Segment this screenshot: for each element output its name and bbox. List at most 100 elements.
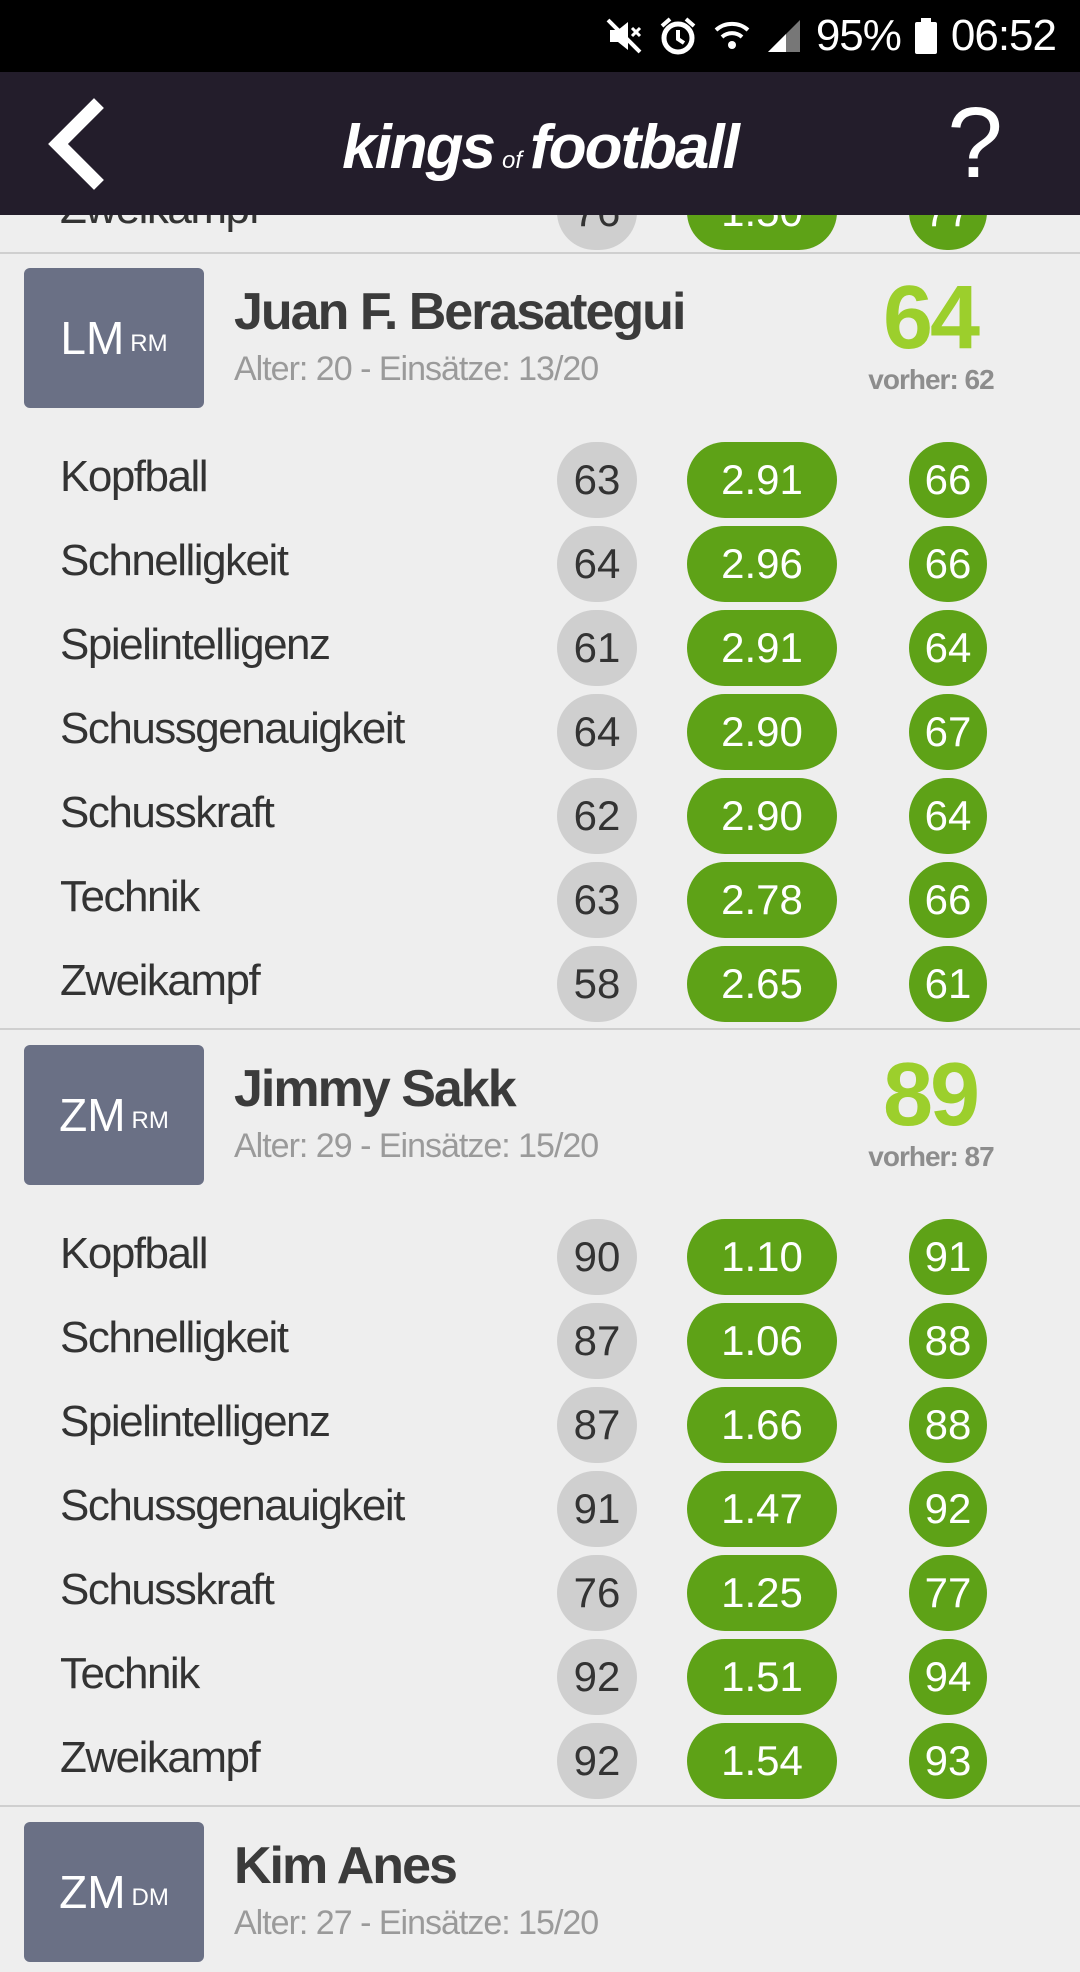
stat-delta-value: 2.78 bbox=[687, 862, 837, 938]
stat-current-value: 92 bbox=[557, 1639, 637, 1715]
stat-delta-value: 1.54 bbox=[687, 1723, 837, 1799]
stat-new-value: 67 bbox=[909, 694, 987, 770]
stat-row: Schussgenauigkeit 91 1.47 92 bbox=[0, 1469, 1080, 1549]
stat-label: Technik bbox=[60, 1649, 200, 1698]
position-alt: RM bbox=[131, 1107, 169, 1134]
clock: 06:52 bbox=[950, 11, 1057, 60]
stat-row: Kopfball 90 1.10 91 bbox=[0, 1217, 1080, 1297]
back-arrow-icon bbox=[48, 98, 104, 190]
stat-new-value: 94 bbox=[909, 1639, 987, 1715]
status-bar: 95% 06:52 bbox=[0, 0, 1080, 72]
stat-delta-value: 2.90 bbox=[687, 694, 837, 770]
stat-delta-value: 1.10 bbox=[687, 1219, 837, 1295]
player-rating: 64 bbox=[882, 268, 980, 368]
position-alt: RM bbox=[130, 330, 168, 357]
player-meta: Alter: 20 - Einsätze: 13/20 bbox=[234, 350, 599, 388]
stat-label: Schusskraft bbox=[60, 788, 275, 837]
stat-row: Schusskraft 76 1.25 77 bbox=[0, 1553, 1080, 1633]
player-rating: 89 bbox=[882, 1045, 980, 1145]
stat-delta-value: 1.51 bbox=[687, 1639, 837, 1715]
stat-new-value: 92 bbox=[909, 1471, 987, 1547]
stat-current-value: 91 bbox=[557, 1471, 637, 1547]
player-previous-rating: vorher: 87 bbox=[868, 1141, 994, 1172]
stat-delta-value: 2.91 bbox=[687, 442, 837, 518]
stat-current-value: 62 bbox=[557, 778, 637, 854]
player-card-header[interactable]: ZM RM Jimmy Sakk Alter: 29 - Einsätze: 1… bbox=[0, 1045, 1080, 1195]
stat-current-value: 58 bbox=[557, 946, 637, 1022]
stat-label: Schnelligkeit bbox=[60, 536, 289, 585]
battery-icon bbox=[914, 18, 937, 54]
help-button[interactable]: ? bbox=[947, 87, 1003, 199]
stat-current-value: 92 bbox=[557, 1723, 637, 1799]
player-card-header[interactable]: LM RM Juan F. Berasategui Alter: 20 - Ei… bbox=[0, 268, 1080, 418]
stat-label: Kopfball bbox=[60, 1229, 209, 1278]
logo-football: football bbox=[530, 113, 740, 182]
stat-current-value: 87 bbox=[557, 1303, 637, 1379]
stat-label: Schnelligkeit bbox=[60, 1313, 289, 1362]
stat-row: Technik 92 1.51 94 bbox=[0, 1637, 1080, 1717]
stat-label: Zweikampf bbox=[60, 1733, 261, 1782]
stat-label: Kopfball bbox=[60, 452, 209, 501]
divider bbox=[0, 252, 1080, 254]
stat-current-value: 87 bbox=[557, 1387, 637, 1463]
position-main: LM bbox=[60, 312, 125, 364]
stat-new-value: 77 bbox=[909, 1555, 987, 1631]
signal-icon bbox=[766, 18, 802, 54]
stat-delta-value: 1.47 bbox=[687, 1471, 837, 1547]
stat-new-value: 66 bbox=[909, 526, 987, 602]
player-name: Jimmy Sakk bbox=[234, 1060, 517, 1118]
stat-row: Schnelligkeit 64 2.96 66 bbox=[0, 524, 1080, 604]
position-badge: ZM DM bbox=[24, 1822, 204, 1962]
stat-row: Spielintelligenz 61 2.91 64 bbox=[0, 608, 1080, 688]
logo-of: of bbox=[502, 147, 523, 174]
stat-row: Spielintelligenz 87 1.66 88 bbox=[0, 1385, 1080, 1465]
stat-label: Spielintelligenz bbox=[60, 1397, 331, 1446]
stat-delta-value: 2.90 bbox=[687, 778, 837, 854]
stat-delta-value: 2.96 bbox=[687, 526, 837, 602]
position-badge: ZM RM bbox=[24, 1045, 204, 1185]
stat-new-value: 61 bbox=[909, 946, 987, 1022]
divider bbox=[0, 1805, 1080, 1807]
stat-new-value: 66 bbox=[909, 862, 987, 938]
app-logo: kings of football bbox=[0, 112, 1080, 183]
stat-label: Technik bbox=[60, 872, 200, 921]
stat-row: Zweikampf 92 1.54 93 bbox=[0, 1721, 1080, 1801]
divider bbox=[0, 1028, 1080, 1030]
stat-current-value: 63 bbox=[557, 442, 637, 518]
stat-delta-value: 1.66 bbox=[687, 1387, 837, 1463]
stat-delta-value: 2.91 bbox=[687, 610, 837, 686]
back-button[interactable] bbox=[30, 94, 130, 194]
player-previous-rating: vorher: 62 bbox=[868, 364, 994, 395]
stat-new-value: 64 bbox=[909, 610, 987, 686]
stat-new-value: 64 bbox=[909, 778, 987, 854]
stat-current-value: 63 bbox=[557, 862, 637, 938]
stat-label: Schussgenauigkeit bbox=[60, 704, 405, 753]
stat-new-value: 66 bbox=[909, 442, 987, 518]
stat-new-value: 93 bbox=[909, 1723, 987, 1799]
stat-label: Spielintelligenz bbox=[60, 620, 331, 669]
stat-current-value: 64 bbox=[557, 526, 637, 602]
stat-current-value: 64 bbox=[557, 694, 637, 770]
logo-kings: kings bbox=[342, 113, 496, 182]
wifi-icon bbox=[712, 16, 752, 56]
player-card-header[interactable]: ZM DM Kim Anes Alter: 27 - Einsätze: 15/… bbox=[0, 1822, 1080, 1972]
app-bar: kings of football ? bbox=[0, 72, 1080, 215]
stat-new-value: 88 bbox=[909, 1303, 987, 1379]
position-badge: LM RM bbox=[24, 268, 204, 408]
position-alt: DM bbox=[131, 1884, 169, 1911]
stat-new-value: 91 bbox=[909, 1219, 987, 1295]
stat-new-value: 88 bbox=[909, 1387, 987, 1463]
stat-row: Kopfball 63 2.91 66 bbox=[0, 440, 1080, 520]
alarm-icon bbox=[658, 16, 698, 56]
stat-label: Schusskraft bbox=[60, 1565, 275, 1614]
player-meta: Alter: 27 - Einsätze: 15/20 bbox=[234, 1904, 599, 1942]
stat-row: Zweikampf 58 2.65 61 bbox=[0, 944, 1080, 1024]
stat-current-value: 61 bbox=[557, 610, 637, 686]
player-name: Juan F. Berasategui bbox=[234, 283, 686, 341]
player-name: Kim Anes bbox=[234, 1837, 458, 1895]
player-meta: Alter: 29 - Einsätze: 15/20 bbox=[234, 1127, 599, 1165]
stat-current-value: 76 bbox=[557, 1555, 637, 1631]
stat-row: Schusskraft 62 2.90 64 bbox=[0, 776, 1080, 856]
stat-row: Schnelligkeit 87 1.06 88 bbox=[0, 1301, 1080, 1381]
stat-delta-value: 1.25 bbox=[687, 1555, 837, 1631]
